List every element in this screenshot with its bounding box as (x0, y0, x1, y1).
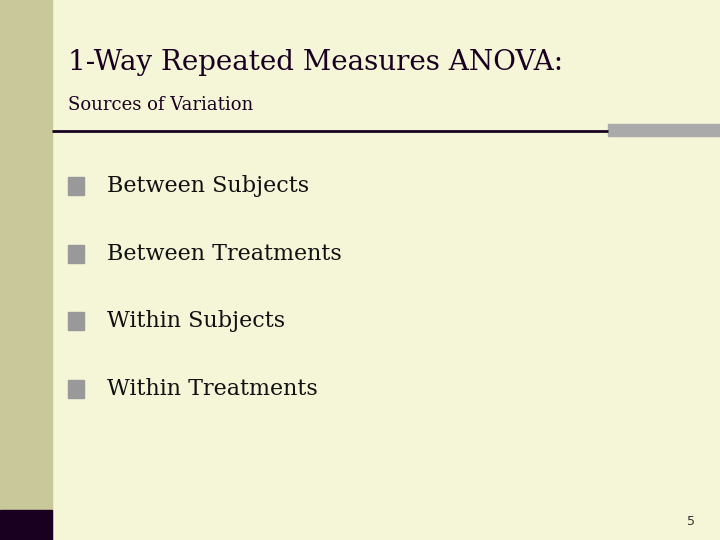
Bar (68, 245, 84, 262)
Bar (0, 510, 52, 540)
Text: 5: 5 (687, 515, 695, 528)
Bar (68, 177, 84, 195)
Text: Between Treatments: Between Treatments (107, 243, 341, 265)
Bar (0, 0, 52, 540)
Bar (68, 380, 84, 397)
Text: Between Subjects: Between Subjects (107, 176, 309, 197)
Text: Sources of Variation: Sources of Variation (68, 96, 253, 114)
Text: Within Subjects: Within Subjects (107, 310, 284, 332)
Bar (68, 312, 84, 330)
Bar (608, 124, 720, 136)
Text: 1-Way Repeated Measures ANOVA:: 1-Way Repeated Measures ANOVA: (68, 49, 564, 76)
Text: Within Treatments: Within Treatments (107, 378, 318, 400)
